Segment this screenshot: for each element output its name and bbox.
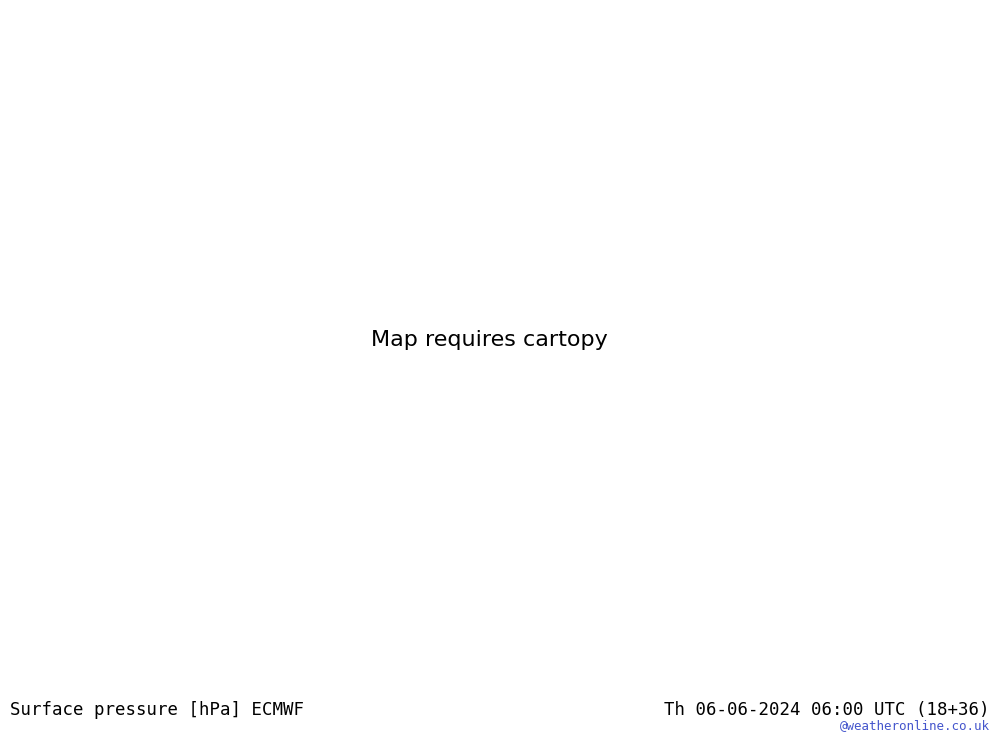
Text: @weatheronline.co.uk: @weatheronline.co.uk (840, 719, 990, 732)
Text: Surface pressure [hPa] ECMWF: Surface pressure [hPa] ECMWF (10, 701, 304, 719)
Text: Map requires cartopy: Map requires cartopy (371, 330, 607, 350)
Text: Th 06-06-2024 06:00 UTC (18+36): Th 06-06-2024 06:00 UTC (18+36) (664, 701, 990, 719)
